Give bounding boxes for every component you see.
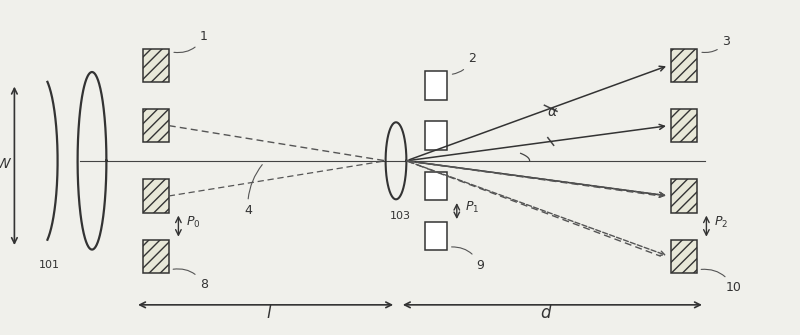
Bar: [143, 109, 169, 142]
Bar: [671, 179, 697, 213]
Bar: [143, 179, 169, 213]
Text: $P_2$: $P_2$: [714, 215, 729, 230]
Text: $l$: $l$: [266, 304, 273, 322]
Text: $P_1$: $P_1$: [465, 200, 479, 215]
Bar: [425, 222, 447, 250]
Bar: [143, 49, 169, 82]
Text: 4: 4: [244, 164, 262, 217]
Text: $P_0$: $P_0$: [186, 215, 201, 230]
Bar: [671, 109, 697, 142]
Text: W: W: [0, 157, 11, 171]
Text: 9: 9: [451, 247, 484, 272]
Text: 8: 8: [173, 269, 208, 291]
Text: 3: 3: [702, 35, 730, 53]
Bar: [425, 122, 447, 150]
Bar: [671, 49, 697, 82]
Text: 103: 103: [390, 211, 410, 221]
Text: 1: 1: [174, 30, 208, 53]
Text: 10: 10: [701, 269, 742, 294]
Bar: [671, 240, 697, 273]
Bar: [143, 240, 169, 273]
Text: $d$: $d$: [540, 304, 553, 322]
Text: 2: 2: [452, 52, 476, 74]
Text: 101: 101: [39, 260, 60, 270]
Bar: [425, 71, 447, 100]
Text: $\alpha$: $\alpha$: [546, 105, 558, 119]
Bar: [425, 172, 447, 200]
